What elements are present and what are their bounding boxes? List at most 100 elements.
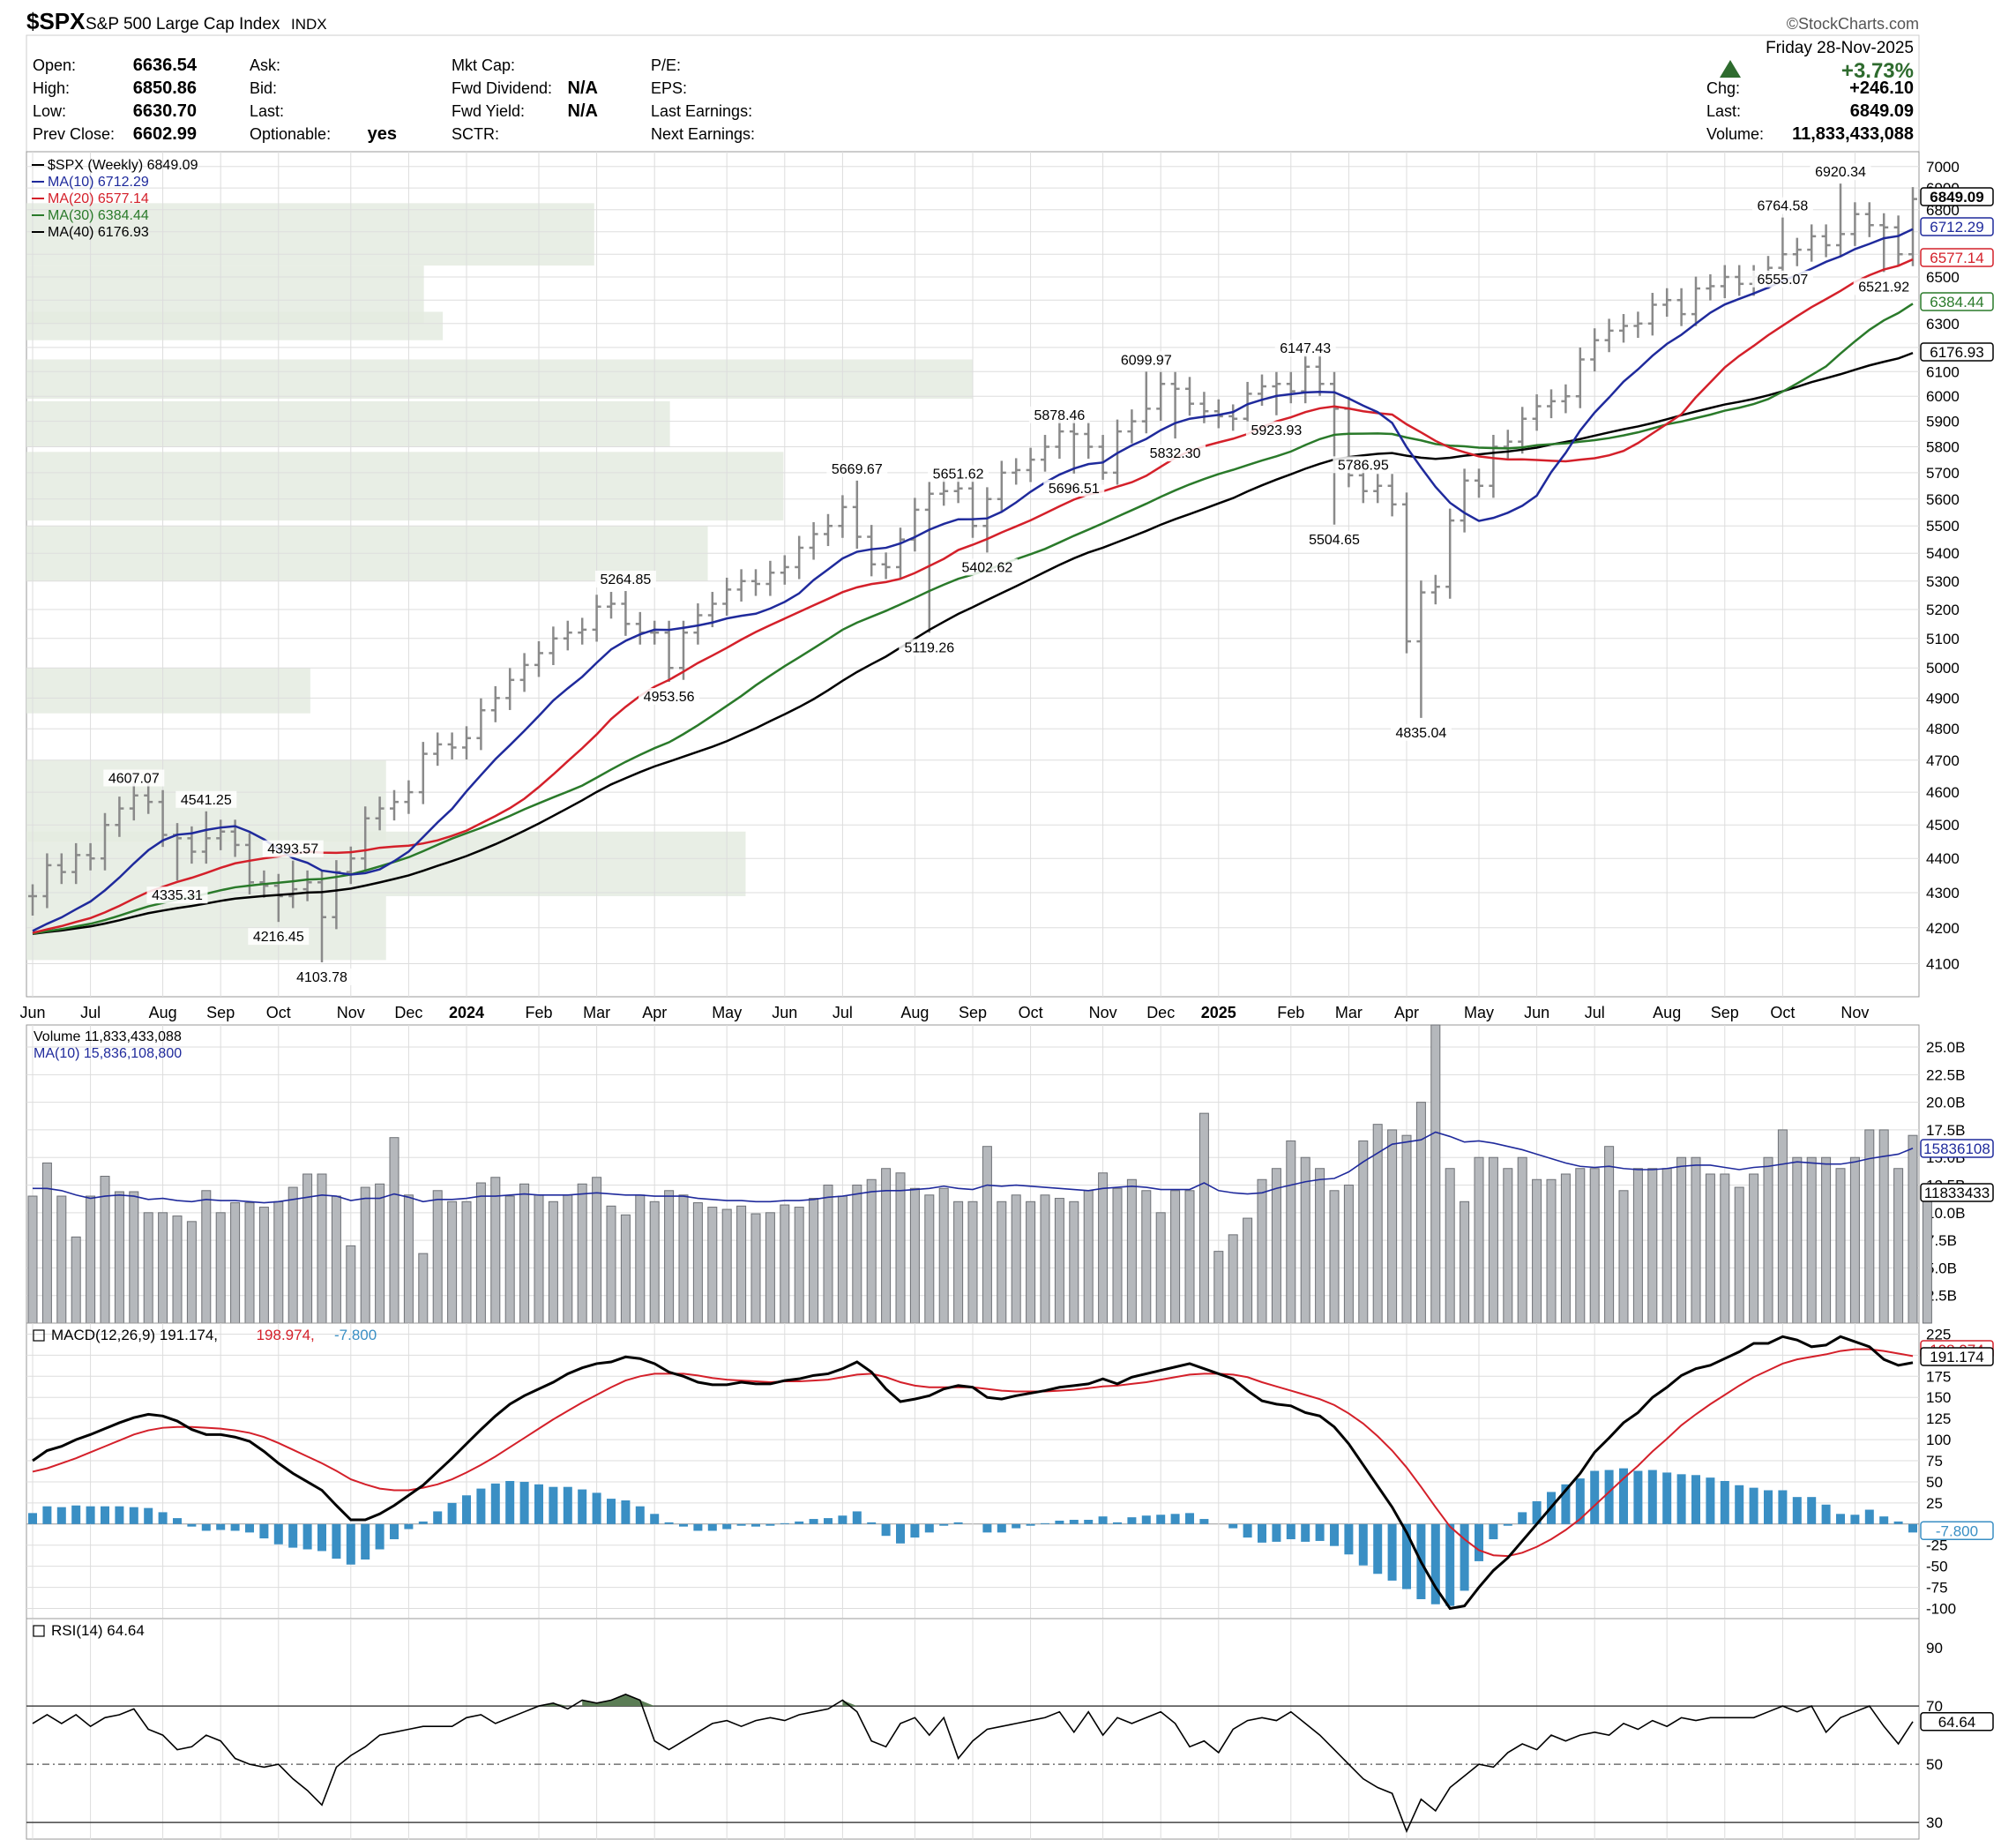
- ohlc-bar: [1430, 574, 1440, 605]
- volume-bar: [1228, 1234, 1238, 1324]
- volume-bar: [953, 1200, 964, 1324]
- price-tick-label: 5900: [1926, 414, 1960, 430]
- rsi-tick-label: 70: [1926, 1698, 1943, 1715]
- ohlc-bar: [1518, 407, 1527, 454]
- ohlc-bar: [1416, 580, 1426, 718]
- volume-bar: [1415, 1102, 1426, 1324]
- volume-bar: [1170, 1190, 1181, 1324]
- annotation-text: 5402.62: [961, 560, 1012, 575]
- volume-bar: [475, 1182, 486, 1324]
- volume-bar: [809, 1198, 819, 1324]
- right-value-tag: 6384.44: [1920, 292, 1994, 311]
- price-annotation: 6099.97: [1116, 351, 1177, 369]
- right-value-tag: 64.64: [1920, 1712, 1994, 1732]
- volume-bar: [432, 1190, 443, 1324]
- macd-histogram-bar: [635, 1506, 645, 1524]
- macd-histogram-bar: [1893, 1521, 1903, 1524]
- quote-label: Fwd Yield:: [452, 102, 525, 120]
- price-tick-label: 7000: [1926, 159, 1960, 176]
- value-tag-box: [1920, 1139, 1994, 1158]
- annotation-bg: [1303, 530, 1365, 548]
- annotation-bg: [262, 840, 324, 857]
- ohlc-bar: [1141, 371, 1151, 434]
- volume-bar: [244, 1202, 255, 1324]
- ohlc-bar: [404, 780, 414, 814]
- price-annotation: 5923.93: [1245, 421, 1307, 438]
- volume-bar: [1040, 1194, 1050, 1324]
- macd-histogram-bar: [650, 1514, 660, 1524]
- volume-bar: [548, 1200, 558, 1324]
- macd-histogram-bar: [1489, 1523, 1498, 1540]
- macd-histogram-bar: [375, 1523, 385, 1550]
- price-tick-label: 5400: [1926, 545, 1960, 562]
- annotation-bg: [291, 968, 353, 985]
- macd-histogram-bar: [751, 1523, 760, 1527]
- volume-bar: [86, 1195, 96, 1324]
- macd-histogram-bar: [447, 1502, 457, 1524]
- ohlc-bar: [201, 811, 211, 864]
- volume-bar: [924, 1194, 935, 1324]
- volume-bar: [620, 1214, 631, 1324]
- quote-label: P/E:: [651, 56, 681, 74]
- volume-bar: [1575, 1168, 1586, 1324]
- x-axis-label: Nov: [1089, 1004, 1117, 1021]
- ohlc-bar: [1228, 404, 1238, 431]
- price-annotation: 5119.26: [899, 639, 960, 656]
- ohlc-bar: [1807, 224, 1817, 262]
- ohlc-bar: [924, 482, 934, 633]
- macd-histogram-bar: [490, 1483, 500, 1524]
- price-tick-label: 5500: [1926, 518, 1960, 535]
- volume-bar: [1387, 1129, 1398, 1324]
- macd-histogram-bar: [173, 1518, 182, 1524]
- ohlc-bar: [1879, 213, 1889, 273]
- macd-histogram-bar: [1633, 1470, 1643, 1524]
- macd-histogram-bar: [838, 1515, 847, 1524]
- right-value-tag: -7.800: [1920, 1521, 1994, 1541]
- macd-histogram-bar: [1113, 1522, 1122, 1524]
- volume-bar: [375, 1183, 385, 1324]
- ohlc-bar: [433, 732, 443, 767]
- ohlc-bar: [56, 853, 66, 885]
- macd-histogram-bar: [693, 1523, 703, 1531]
- ohlc-bar: [1893, 215, 1903, 266]
- up-arrow-icon: [1720, 60, 1741, 78]
- macd-histogram-bar: [433, 1511, 443, 1524]
- ohlc-bar: [1156, 371, 1166, 421]
- annotation-text: 6099.97: [1121, 353, 1172, 368]
- macd-histogram-bar: [534, 1484, 543, 1524]
- index-name: S&P 500 Large Cap Index: [86, 15, 280, 34]
- macd-histogram-bar: [592, 1492, 601, 1524]
- right-value-tag: 11833433: [1920, 1183, 1994, 1202]
- volume-bar: [287, 1186, 298, 1324]
- ohlc-bar: [1532, 394, 1542, 431]
- price-tick-label: 5100: [1926, 631, 1960, 647]
- macd-histogram-bar: [1864, 1509, 1874, 1524]
- volume-bar: [721, 1208, 732, 1324]
- volume-bar: [1315, 1168, 1325, 1324]
- volume-tick-label: 22.5B: [1926, 1066, 1965, 1083]
- macd-histogram-bar: [1430, 1523, 1440, 1604]
- volume-bar: [852, 1185, 862, 1324]
- price-legend-item: MA(40) 6176.93: [48, 225, 149, 240]
- volume-bar: [1257, 1178, 1267, 1324]
- volume-bar: [1445, 1168, 1455, 1324]
- volume-bar: [1806, 1156, 1817, 1324]
- quote-value: 6849.09: [1850, 101, 1914, 121]
- value-tag-text: 6577.14: [1930, 250, 1983, 266]
- price-annotation: 5651.62: [928, 465, 989, 482]
- rsi-overbought-fill: [582, 1694, 655, 1707]
- ohlc-bar: [1735, 265, 1744, 296]
- macd-histogram-bar: [1691, 1475, 1700, 1524]
- ohlc-bar: [144, 783, 153, 814]
- ohlc-bar: [824, 513, 833, 547]
- right-value-tag: 6849.09: [1920, 187, 1994, 206]
- annotation-bg: [1390, 723, 1452, 741]
- quote-label: Fwd Dividend:: [452, 79, 552, 97]
- ohlc-bar: [549, 626, 558, 666]
- volume-bar: [1517, 1156, 1527, 1324]
- macd-histogram-bar: [1041, 1522, 1049, 1524]
- right-value-tag: 6577.14: [1920, 248, 1994, 267]
- volume-bar: [258, 1207, 269, 1324]
- macd-histogram-bar: [1604, 1470, 1614, 1524]
- macd-tick-label: -25: [1926, 1537, 1948, 1554]
